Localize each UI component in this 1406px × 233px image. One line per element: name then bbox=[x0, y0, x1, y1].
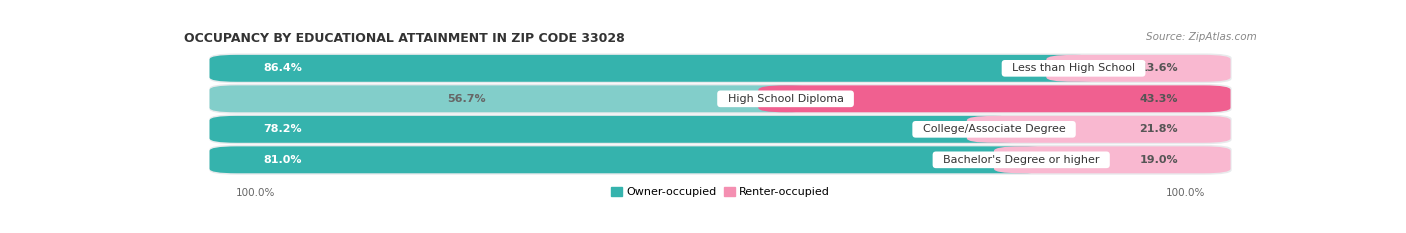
FancyBboxPatch shape bbox=[209, 114, 1232, 144]
FancyBboxPatch shape bbox=[758, 85, 1230, 112]
Text: 81.0%: 81.0% bbox=[263, 155, 301, 165]
Text: 21.8%: 21.8% bbox=[1140, 124, 1178, 134]
FancyBboxPatch shape bbox=[209, 85, 813, 112]
Text: 100.0%: 100.0% bbox=[236, 188, 276, 199]
Legend: Owner-occupied, Renter-occupied: Owner-occupied, Renter-occupied bbox=[606, 182, 835, 202]
Text: 19.0%: 19.0% bbox=[1140, 155, 1178, 165]
FancyBboxPatch shape bbox=[967, 116, 1230, 143]
FancyBboxPatch shape bbox=[1046, 55, 1230, 82]
Text: College/Associate Degree: College/Associate Degree bbox=[915, 124, 1073, 134]
Text: Less than High School: Less than High School bbox=[1005, 63, 1142, 73]
Text: High School Diploma: High School Diploma bbox=[720, 94, 851, 104]
Text: 56.7%: 56.7% bbox=[447, 94, 486, 104]
Text: Bachelor's Degree or higher: Bachelor's Degree or higher bbox=[936, 155, 1107, 165]
FancyBboxPatch shape bbox=[209, 53, 1232, 83]
Text: Source: ZipAtlas.com: Source: ZipAtlas.com bbox=[1146, 31, 1257, 41]
FancyBboxPatch shape bbox=[209, 146, 1049, 173]
Text: 86.4%: 86.4% bbox=[263, 63, 302, 73]
Text: OCCUPANCY BY EDUCATIONAL ATTAINMENT IN ZIP CODE 33028: OCCUPANCY BY EDUCATIONAL ATTAINMENT IN Z… bbox=[184, 31, 626, 45]
FancyBboxPatch shape bbox=[209, 116, 1021, 143]
FancyBboxPatch shape bbox=[209, 55, 1101, 82]
FancyBboxPatch shape bbox=[209, 84, 1232, 114]
Text: 43.3%: 43.3% bbox=[1140, 94, 1178, 104]
Text: 100.0%: 100.0% bbox=[1166, 188, 1205, 199]
Text: 13.6%: 13.6% bbox=[1140, 63, 1178, 73]
FancyBboxPatch shape bbox=[994, 146, 1230, 173]
Text: 78.2%: 78.2% bbox=[263, 124, 301, 134]
FancyBboxPatch shape bbox=[209, 145, 1232, 175]
